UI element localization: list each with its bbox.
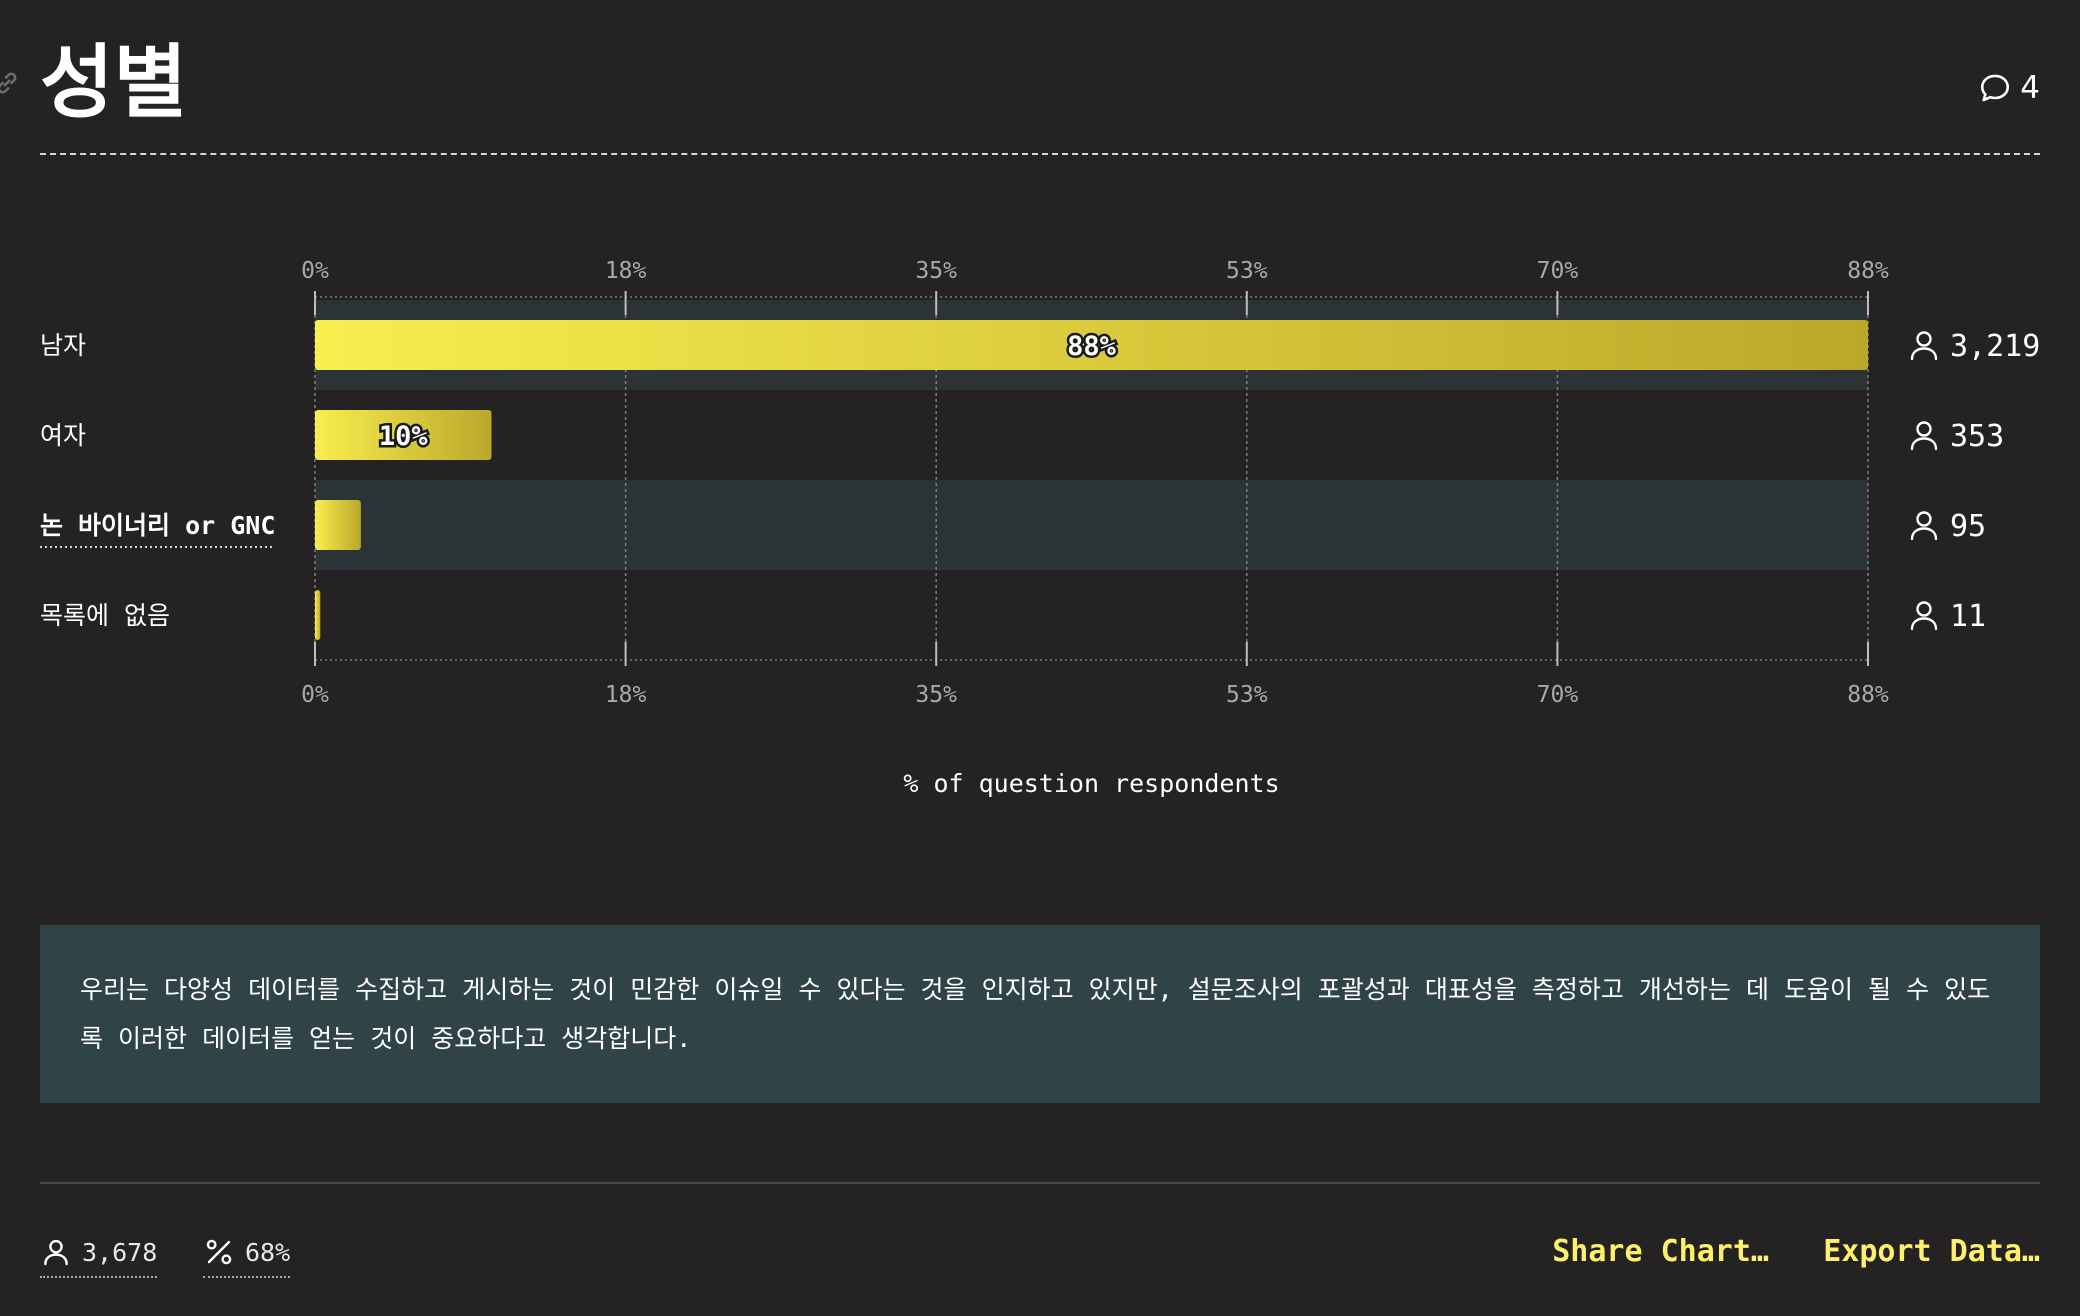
bar-chart: 0% 0% 18% 18% 35% 35% 53% 53% 70% 70% 88% 88% 남자 88% 3…: [0, 0, 2080, 820]
respondent-count: 95: [1950, 509, 1986, 544]
total-respondents[interactable]: 3,678: [40, 1232, 157, 1278]
response-rate-value: 68%: [245, 1238, 290, 1267]
x-tick-label-top: 35%: [915, 258, 957, 284]
category-label: 남자: [40, 331, 86, 360]
export-data-button[interactable]: Export Data…: [1823, 1232, 2040, 1272]
person-icon: [1918, 333, 1931, 346]
x-tick-label-top: 53%: [1226, 258, 1268, 284]
total-respondents-value: 3,678: [82, 1238, 157, 1267]
x-tick-label-bottom: 0%: [301, 682, 329, 708]
x-tick-label-top: 0%: [301, 258, 329, 284]
category-label: 여자: [40, 421, 86, 450]
bar: [315, 500, 361, 550]
survey-note: 우리는 다양성 데이터를 수집하고 게시하는 것이 민감한 이슈일 수 있다는 …: [40, 925, 2040, 1103]
person-icon: [40, 1236, 72, 1268]
survey-note-text: 우리는 다양성 데이터를 수집하고 게시하는 것이 민감한 이슈일 수 있다는 …: [80, 965, 2000, 1063]
person-icon-body: [1912, 439, 1936, 450]
category-label: 논 바이너리 or GNC: [40, 511, 275, 540]
person-icon-body: [1912, 349, 1936, 360]
bar-value-label: 10%: [379, 421, 429, 452]
x-tick-label-top: 70%: [1537, 258, 1579, 284]
person-icon: [1918, 513, 1931, 526]
response-rate[interactable]: 68%: [203, 1232, 290, 1278]
share-chart-button[interactable]: Share Chart…: [1552, 1232, 1769, 1272]
person-icon: [1918, 423, 1931, 436]
x-tick-label-top: 88%: [1847, 258, 1889, 284]
person-icon-body: [1912, 529, 1936, 540]
footer-divider: [40, 1182, 2040, 1184]
respondent-count: 11: [1950, 599, 1986, 634]
person-icon-body: [1912, 619, 1936, 630]
x-tick-label-top: 18%: [605, 258, 647, 284]
percent-icon: [203, 1236, 235, 1268]
x-tick-label-bottom: 70%: [1537, 682, 1579, 708]
x-tick-label-bottom: 53%: [1226, 682, 1268, 708]
person-icon: [1918, 603, 1931, 616]
bar-value-label: 88%: [1067, 331, 1117, 362]
x-axis-title: % of question respondents: [903, 769, 1279, 798]
x-tick-label-bottom: 18%: [605, 682, 647, 708]
row-band-highlight: [315, 480, 1868, 570]
x-tick-label-bottom: 35%: [915, 682, 957, 708]
category-label: 목록에 없음: [40, 601, 170, 630]
x-tick-label-bottom: 88%: [1847, 682, 1889, 708]
respondent-count: 353: [1950, 419, 2004, 454]
respondent-count: 3,219: [1950, 329, 2040, 364]
bar: [315, 590, 320, 640]
